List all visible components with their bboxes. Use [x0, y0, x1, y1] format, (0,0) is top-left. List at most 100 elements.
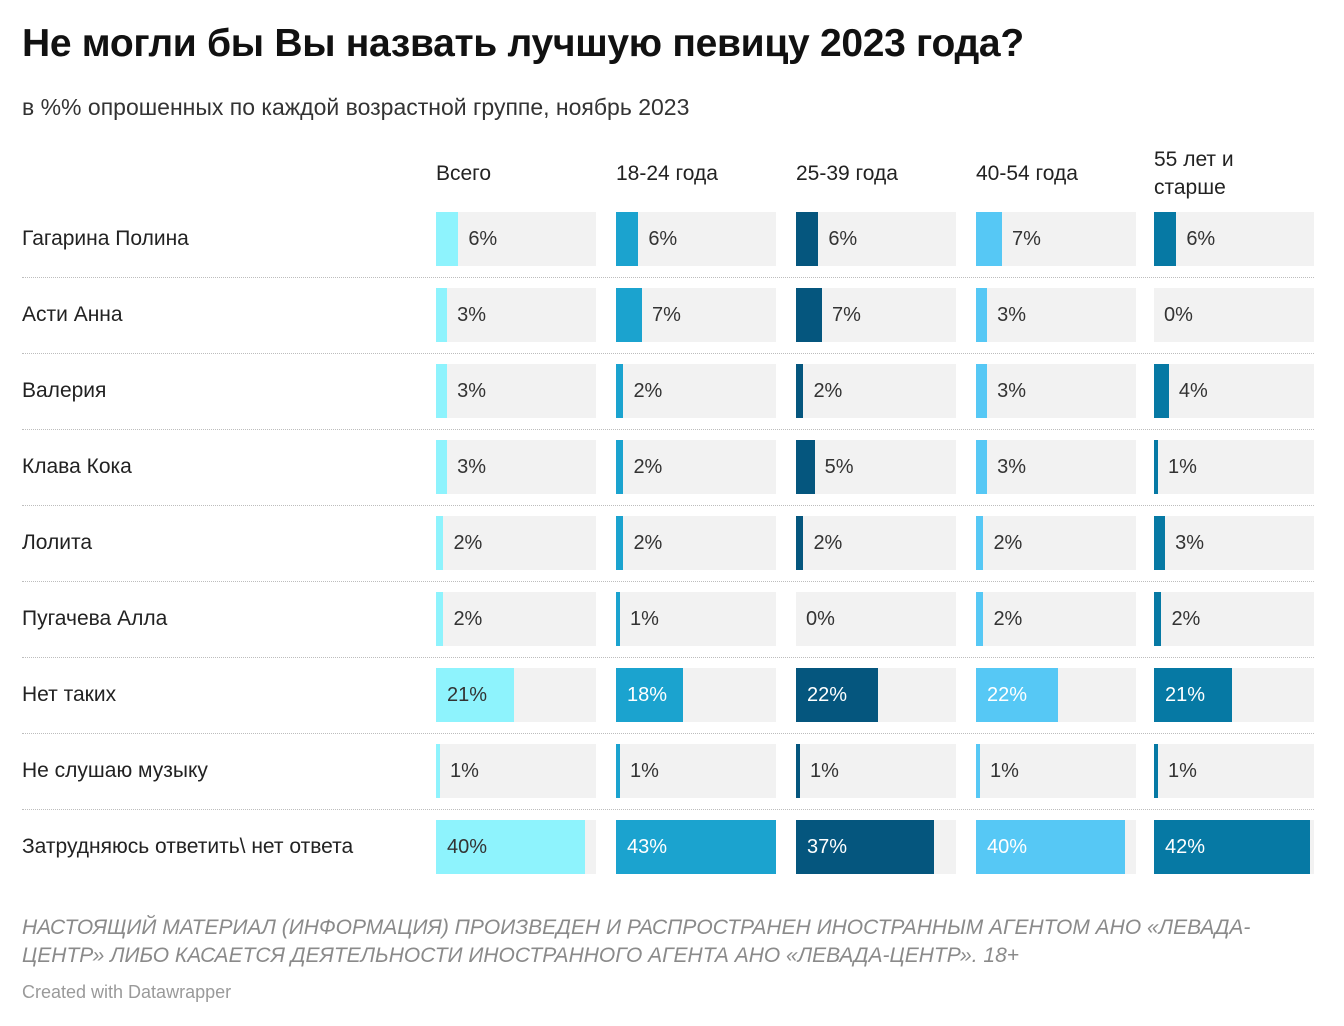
bar [1154, 440, 1158, 494]
bar [1154, 820, 1311, 874]
bar [976, 668, 1058, 722]
bar-track: 3% [976, 440, 1136, 494]
bar-track: 3% [976, 364, 1136, 418]
row-label: Лолита [22, 531, 93, 554]
bar-value-label: 21% [447, 684, 488, 706]
bar [436, 744, 440, 798]
bar [436, 516, 444, 570]
bar [616, 440, 624, 494]
bar-value-label: 6% [1186, 228, 1216, 250]
bar [976, 744, 980, 798]
bar-track: 1% [616, 744, 776, 798]
bar-value-label: 40% [987, 836, 1028, 858]
bar-value-label: 4% [1178, 380, 1208, 402]
bar-value-label: 3% [457, 304, 487, 326]
row-label: Гагарина Полина [22, 227, 189, 250]
bar-value-label: 7% [1012, 228, 1041, 250]
bar [1154, 364, 1169, 418]
chart-subtitle: в %% опрошенных по каждой возрастной гру… [22, 94, 690, 120]
row-label: Клава Кока [22, 455, 132, 478]
bar-value-label: 2% [633, 456, 663, 478]
bar-track: 42% [1154, 820, 1314, 874]
bar-value-label: 1% [630, 608, 659, 630]
bar-track: 2% [616, 440, 776, 494]
bar-value-label: 40% [447, 836, 488, 858]
row-separator [22, 505, 1314, 506]
bar-value-label: 22% [987, 684, 1028, 706]
bar-track: 6% [616, 212, 776, 266]
bar [1154, 516, 1166, 570]
bar-track: 7% [796, 288, 956, 342]
bar-track: 43% [616, 820, 776, 874]
datawrapper-credit[interactable]: Created with Datawrapper [22, 982, 232, 1002]
bar [1154, 668, 1233, 722]
bar [976, 212, 1003, 266]
row-separator [22, 733, 1314, 734]
bar-track: 18% [616, 668, 776, 722]
bar-value-label: 3% [997, 456, 1027, 478]
row-separator [22, 809, 1314, 810]
bar-track: 2% [976, 516, 1136, 570]
column-header: Всего [436, 162, 492, 185]
bar [436, 440, 448, 494]
bar [1154, 744, 1158, 798]
bar-track: 3% [436, 364, 596, 418]
bar-track: 2% [436, 592, 596, 646]
bar-value-label: 42% [1165, 836, 1206, 858]
bar-track: 0% [1154, 288, 1314, 342]
bar [976, 516, 984, 570]
column-header: 18-24 года [616, 162, 718, 185]
bar-track: 3% [976, 288, 1136, 342]
bar-value-label: 6% [648, 228, 678, 250]
bar-value-label: 22% [807, 684, 848, 706]
bar-track: 2% [436, 516, 596, 570]
column-header: 40-54 года [976, 162, 1078, 185]
bar [436, 288, 448, 342]
row-separator [22, 581, 1314, 582]
row-separator [22, 353, 1314, 354]
bar [796, 516, 804, 570]
bar [1154, 592, 1162, 646]
bar [796, 212, 819, 266]
bar-value-label: 6% [468, 228, 498, 250]
bar [616, 668, 683, 722]
row-separator [22, 657, 1314, 658]
bar-track: 2% [976, 592, 1136, 646]
bar [976, 288, 988, 342]
bar [616, 516, 624, 570]
bar-value-label: 3% [1175, 532, 1205, 554]
bar [616, 364, 624, 418]
bar-value-label: 1% [990, 760, 1019, 782]
bar [436, 592, 444, 646]
foreign-agent-note: НАСТОЯЩИЙ МАТЕРИАЛ (ИНФОРМАЦИЯ) ПРОИЗВЕД… [22, 916, 1251, 967]
bar-value-label: 1% [630, 760, 659, 782]
bar-value-label: 21% [1165, 684, 1206, 706]
bar [1154, 212, 1177, 266]
bar-value-label: 2% [633, 380, 663, 402]
bar [616, 744, 620, 798]
bar-track: 1% [616, 592, 776, 646]
bar [616, 212, 639, 266]
column-header: 25-39 года [796, 162, 898, 185]
bar-track: 37% [796, 820, 956, 874]
bar-track: 7% [976, 212, 1136, 266]
bar-value-label: 2% [993, 608, 1023, 630]
bar [436, 668, 515, 722]
bar-value-label: 2% [633, 532, 663, 554]
bar-value-label: 37% [807, 836, 848, 858]
bar [976, 592, 984, 646]
bar-value-label: 2% [813, 532, 843, 554]
bar-value-label: 2% [813, 380, 843, 402]
bar-track: 21% [1154, 668, 1314, 722]
bar-track: 22% [796, 668, 956, 722]
bar [976, 364, 988, 418]
bar-value-label: 3% [997, 304, 1027, 326]
row-label: Асти Анна [22, 303, 123, 326]
bar-track: 3% [436, 288, 596, 342]
bar [976, 440, 988, 494]
bar-track: 2% [796, 516, 956, 570]
bar-track: 1% [1154, 440, 1314, 494]
bar-track: 3% [436, 440, 596, 494]
bar-track: 2% [616, 364, 776, 418]
bar-value-label: 0% [806, 608, 835, 630]
